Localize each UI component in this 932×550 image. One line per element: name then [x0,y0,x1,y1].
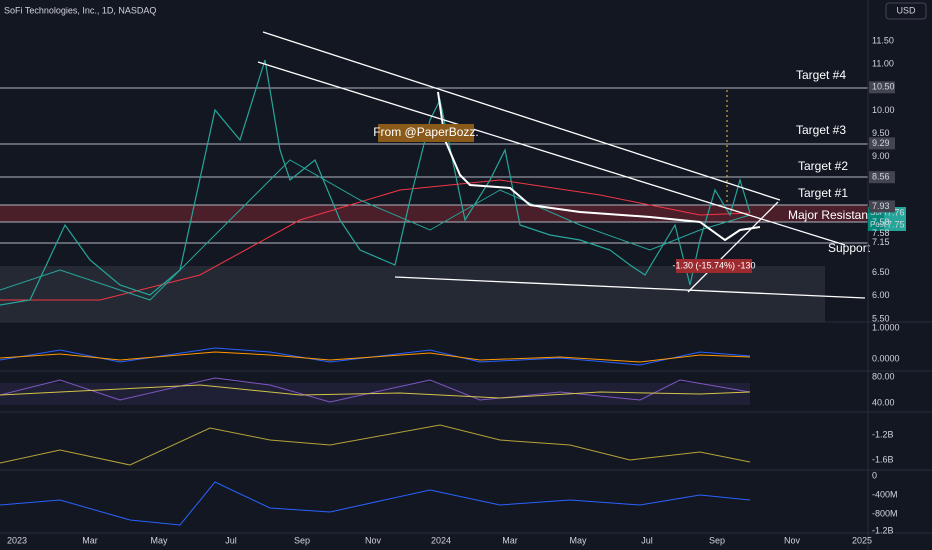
time-axis-label: Nov [784,535,801,545]
trendlines [257,31,866,299]
trendline [687,201,779,293]
annotation: Major Resistance [788,208,881,222]
axis-label-bg [869,137,895,150]
indicator-axis-label: -1.2B [872,429,894,439]
time-axis-label: Mar [82,535,98,545]
projection-path [437,91,761,242]
price-axis-label: 10.50 [872,82,895,92]
axis-label-bg [869,200,895,213]
currency[interactable]: USD [896,5,916,15]
tag-name: SoFi [870,208,887,217]
indicator-axis-label: -1.6B [872,454,894,464]
time-axis-label: 2025 [852,535,872,545]
ma-long [0,179,751,301]
title: SoFi Technologies, Inc., 1D, NASDAQ [4,5,156,15]
axis-label-bg [869,171,895,184]
rsi-line [0,377,751,403]
price-axis-label: 7.58 [872,217,890,227]
annotation: Target #3 [796,123,846,137]
time-axis-label: 2024 [431,535,451,545]
indicator-axis-label: -800M [872,508,898,518]
price-line [0,59,751,306]
rsi-ma [0,384,751,399]
indicator-axis-label: -1.2B [872,525,894,535]
tag-bg [884,219,906,231]
credit: From @PaperBozz. [373,125,479,139]
trendline [262,31,781,201]
measure: -1.30 (-15.74%) -130 [672,260,755,270]
time-axis-label: Jul [225,535,237,545]
price-axis-label: 9.50 [872,128,890,138]
annotation: Target #4 [796,68,846,82]
axis-label-bg [869,81,895,94]
price-axis-label: 11.50 [872,35,894,45]
time-axis-label: May [150,535,168,545]
ma-short [0,159,751,301]
time-axis-label: 2023 [7,535,27,545]
credit-box [378,124,474,142]
time-axis-label: Jul [641,535,653,545]
time-axis-label: May [569,535,587,545]
price-axis-label: 6.50 [872,267,890,277]
price-axis-label: 9.29 [872,138,890,148]
price-axis-label: 8.56 [872,172,890,182]
time-axis-label: Sep [294,535,310,545]
flow-line [0,481,751,526]
time-axis-label: Nov [365,535,382,545]
trendline [394,276,866,299]
tag-price: 7.76 [887,207,905,217]
price-axis-label: 10.00 [872,105,895,115]
price-axis-label: 7.58 [872,228,890,238]
price-axis-label: 5.50 [872,313,890,323]
price-axis-label: 7.93 [872,201,890,211]
time-axis-label: Sep [709,535,725,545]
obv-line [0,424,751,466]
indicator-axis-label: 40.00 [872,397,895,407]
trendline [257,61,846,246]
indicator-axis-label: 0.0000 [872,353,900,363]
indicator-axis-label: 0 [872,470,877,480]
currency-button[interactable] [885,2,927,20]
indicator-axis-label: -400M [872,489,898,499]
price-axis-label: 11.00 [872,59,894,69]
indicator-axis-label: 1.0000 [872,322,900,332]
measure-box [676,259,752,273]
tag-price: 7.75 [887,219,905,229]
annotation: Target #2 [798,159,848,173]
tag-name: Post [870,220,887,229]
signal-line [0,351,751,363]
indicator-axis-label: 80.00 [872,371,895,381]
time-axis-label: Mar [502,535,518,545]
annotation: Target #1 [798,186,848,200]
price-axis-label: 6.00 [872,290,890,300]
tag-bg [868,219,884,231]
price-axis-label: 7.15 [872,237,890,247]
price-axis-label: 9.00 [872,151,890,161]
annotation: Support [828,241,871,255]
